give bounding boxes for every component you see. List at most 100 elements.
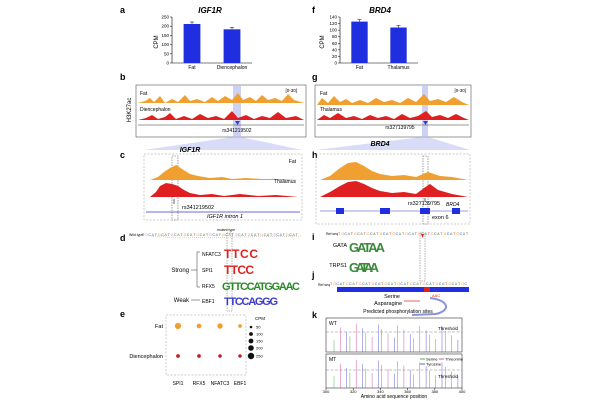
group-weak-label: Weak bbox=[174, 298, 190, 304]
sequence-base: G bbox=[235, 233, 238, 237]
sequence-base: A bbox=[373, 232, 376, 236]
serine-label: Serine bbox=[384, 294, 400, 300]
panel-letter-h: h bbox=[312, 150, 318, 160]
sequence-base: C bbox=[388, 282, 391, 286]
k-x-label: Amino acid sequence position bbox=[361, 394, 428, 400]
motif-logo-trps1: GATAA bbox=[349, 260, 380, 275]
y-tick-label: 120 bbox=[329, 21, 337, 26]
sequence-base: T bbox=[206, 233, 209, 237]
wt-threshold-label: Threshold bbox=[438, 326, 459, 331]
legend-tyrosine: Tyrosine bbox=[426, 362, 442, 367]
dot-col-label-spi1: SPI1 bbox=[173, 381, 184, 387]
signal-track-fat-g bbox=[317, 94, 469, 105]
wt-label: WT bbox=[329, 321, 337, 327]
ref-seq-label-j: Ref seq bbox=[318, 283, 330, 287]
y-label-f: CPM bbox=[320, 35, 326, 48]
sequence-base: A bbox=[216, 233, 219, 237]
exon-block-h2 bbox=[380, 208, 390, 214]
bar bbox=[183, 23, 201, 63]
sequence-base: T bbox=[296, 233, 299, 237]
sequence-base: C bbox=[225, 233, 228, 237]
y-tick-label: 100 bbox=[161, 42, 169, 47]
sequence-base: G bbox=[346, 282, 349, 286]
guide-line-d2 bbox=[179, 235, 303, 239]
motif-name-ebf1: EBF1 bbox=[202, 299, 215, 305]
track-label-thal-c: Thalamus bbox=[274, 179, 296, 185]
sequence-base: T bbox=[466, 232, 469, 236]
sequence-base: T bbox=[244, 233, 247, 237]
track-frame-b bbox=[135, 84, 307, 138]
y-tick-label: 60 bbox=[332, 41, 338, 46]
dot-col-label-rfx5: RFX5 bbox=[193, 381, 206, 387]
sequence-base: A bbox=[254, 233, 257, 237]
sequence-base: C bbox=[289, 233, 292, 237]
bar-chart-a: 0 50 100 150 200 250 Fat Diencephalon bbox=[161, 15, 252, 71]
x-tick-label: 300 bbox=[323, 389, 330, 394]
dot bbox=[218, 354, 222, 358]
category-label: Diencephalon bbox=[217, 65, 248, 71]
sequence-base: A bbox=[450, 232, 453, 236]
sequence-base: T bbox=[415, 232, 418, 236]
sequence-base: T bbox=[394, 282, 397, 286]
sequence-base: T bbox=[351, 232, 354, 236]
track-frame-g bbox=[314, 84, 472, 138]
category-label: Thalamus bbox=[388, 65, 410, 71]
sequence-base: T bbox=[445, 282, 448, 286]
legend-label-100: 100 bbox=[256, 332, 263, 337]
snp-label-b: rs341219502 bbox=[222, 128, 251, 134]
dot-col-label-ebf1: EBF1 bbox=[234, 381, 247, 387]
y-tick-label: 250 bbox=[161, 15, 169, 20]
dot-plot-dots bbox=[174, 322, 242, 358]
sequence-base: C bbox=[426, 282, 429, 286]
sequence-base: G bbox=[367, 232, 370, 236]
sequence-base: A bbox=[386, 232, 389, 236]
sequence-base: T bbox=[376, 232, 379, 236]
sequence-base: C bbox=[264, 233, 267, 237]
legend-label-200: 200 bbox=[256, 346, 263, 351]
legend-label-250: 250 bbox=[256, 354, 263, 359]
codon-mt: AAC bbox=[432, 293, 440, 298]
y-label-a: CPM bbox=[154, 35, 160, 48]
motif-logo-ebf1: TTCCAGGG bbox=[224, 296, 278, 308]
y-label-b: H3K27ac bbox=[127, 98, 133, 123]
sequence-base: T bbox=[155, 233, 158, 237]
x-tick-label: 380 bbox=[431, 389, 438, 394]
strong-bracket bbox=[191, 251, 200, 288]
y-tick-label: 40 bbox=[332, 47, 338, 52]
sequence-base: A bbox=[378, 282, 381, 286]
sequence-base: C bbox=[148, 233, 151, 237]
sequence-base: G bbox=[333, 282, 336, 286]
motif-name-rfx5: RFX5 bbox=[202, 284, 215, 290]
zoom-frame-c bbox=[143, 153, 303, 221]
legend-dot-50 bbox=[249, 325, 253, 329]
dot-plot-frame bbox=[165, 314, 247, 376]
wt-site-bars bbox=[333, 323, 459, 352]
y-tick-label: 140 bbox=[329, 15, 337, 20]
sequence-base: T bbox=[193, 233, 196, 237]
bar bbox=[390, 27, 407, 63]
sequence-base: A bbox=[416, 282, 419, 286]
sequence-base: T bbox=[364, 232, 367, 236]
sequence-base: G bbox=[423, 282, 426, 286]
exon-block-h3 bbox=[420, 208, 430, 214]
dot bbox=[238, 324, 242, 328]
sequence-base: C bbox=[447, 232, 450, 236]
motif-name-trps1: TRPS1 bbox=[329, 263, 347, 269]
dot-legend-title: CPM bbox=[255, 316, 265, 321]
panel-letter-i: i bbox=[312, 232, 315, 242]
dot bbox=[196, 323, 202, 329]
x-tick-label: 360 bbox=[404, 389, 411, 394]
sequence-base: G bbox=[448, 282, 451, 286]
legend-label-50: 50 bbox=[256, 325, 261, 330]
sequence-base: A bbox=[292, 233, 295, 237]
sequence-base: T bbox=[407, 282, 410, 286]
sequence-base: C bbox=[464, 282, 467, 286]
sequence-base: C bbox=[344, 232, 347, 236]
legend-dot-250 bbox=[247, 352, 255, 360]
legend-dot-100 bbox=[249, 332, 253, 336]
motif-logo-spi1: TTCC bbox=[224, 263, 254, 277]
sequence-base: T bbox=[381, 282, 384, 286]
legend-threonine: Threonine bbox=[445, 357, 464, 362]
zoom-connector-gh bbox=[316, 137, 470, 150]
